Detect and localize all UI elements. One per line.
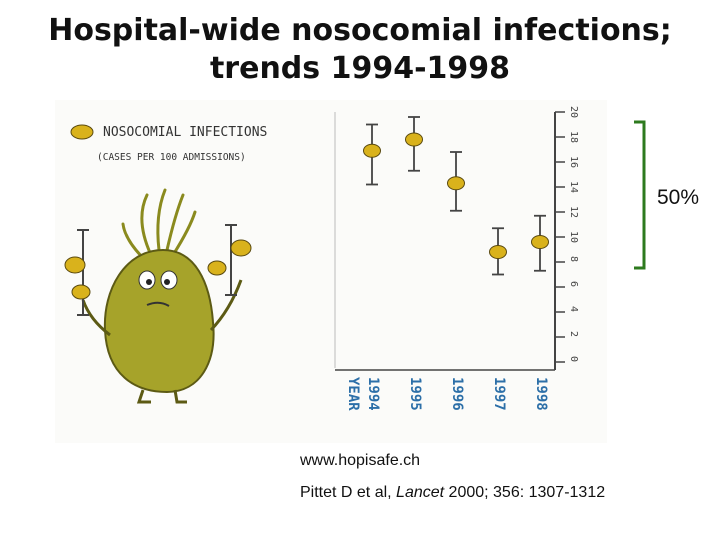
x-tick-label-1994: 1994 [365, 377, 381, 411]
x-tick-label-1995: 1995 [407, 377, 423, 411]
data-point-1998 [531, 214, 549, 272]
source-url[interactable]: www.hopisafe.ch [300, 452, 421, 469]
x-axis-title: YEAR [345, 377, 361, 411]
creature-body-icon [103, 248, 215, 394]
held-marker-left-icon [64, 229, 91, 316]
creature-arm-left-icon [81, 299, 111, 337]
x-tick-label-1998: 1998 [533, 377, 549, 411]
slide-title: Hospital-wide nosocomial infections; tre… [0, 12, 720, 88]
y-tick-label: 10 [568, 231, 579, 243]
x-tick-label-1996: 1996 [449, 377, 465, 411]
citation-authors: Pittet D et al, [300, 484, 397, 501]
y-tick-label: 12 [568, 206, 579, 218]
y-tick-label: 18 [568, 131, 579, 143]
bracket-line-icon [634, 120, 646, 270]
title-line-1: Hospital-wide nosocomial infections; [48, 13, 672, 48]
legend-label-line-2: (CASES PER 100 ADMISSIONS) [97, 152, 246, 163]
creature-hair-icon [121, 188, 197, 262]
y-tick-label: 20 [568, 106, 579, 118]
data-point-1994 [363, 123, 381, 186]
y-tick-label: 16 [568, 156, 579, 168]
y-tick-label: 4 [568, 306, 579, 312]
creature-illustration [64, 188, 252, 404]
creature-feet-icon [136, 389, 187, 404]
x-axis-ticks: 1994 1995 1996 1997 1998 [365, 377, 549, 411]
y-tick-label: 8 [568, 256, 579, 262]
reduction-bracket [634, 120, 646, 270]
y-axis-ticks: 0 2 4 6 8 10 12 14 16 18 20 [555, 106, 579, 363]
infection-trend-chart: NOSOCOMIAL INFECTIONS (CASES PER 100 ADM… [55, 100, 607, 443]
data-point-1997 [489, 227, 507, 276]
legend-label-line-1: NOSOCOMIAL INFECTIONS [103, 125, 267, 140]
y-tick-label: 14 [568, 181, 579, 193]
citation-details: 2000; 356: 1307-1312 [444, 484, 606, 501]
x-tick-label-1997: 1997 [491, 377, 507, 411]
y-tick-label: 0 [568, 356, 579, 362]
y-tick-label: 2 [568, 331, 579, 337]
title-line-2: trends 1994-1998 [209, 51, 511, 86]
citation: Pittet D et al, Lancet 2000; 356: 1307-1… [300, 484, 605, 502]
reduction-percent-label: 50% [657, 186, 700, 209]
y-tick-label: 6 [568, 281, 579, 287]
creature-arm-right-icon [209, 279, 243, 332]
data-points [363, 116, 549, 276]
citation-journal: Lancet [396, 484, 445, 501]
data-point-1996 [447, 151, 465, 212]
legend-marker [70, 124, 94, 140]
held-marker-right-icon [207, 224, 252, 296]
data-point-1995 [405, 116, 423, 172]
creature-mouth-icon [146, 301, 170, 307]
